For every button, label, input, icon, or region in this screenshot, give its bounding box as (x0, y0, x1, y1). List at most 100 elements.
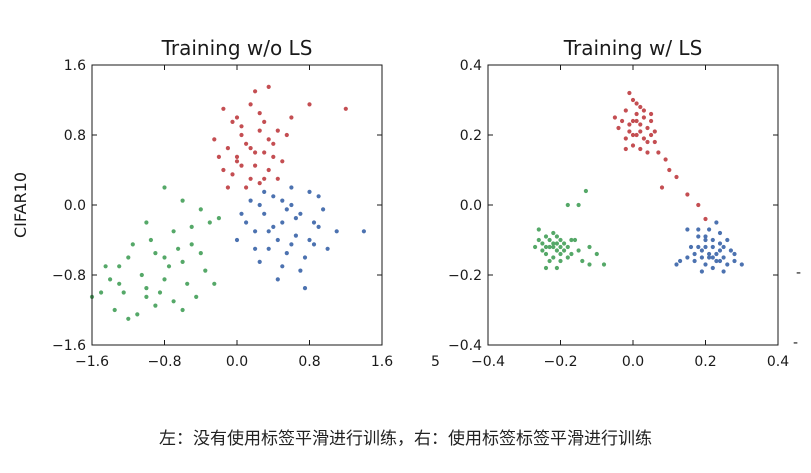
point-blue-23 (728, 248, 734, 253)
point-blue-16 (280, 264, 285, 269)
point-green-11 (162, 277, 167, 282)
point-blue-24 (307, 237, 312, 243)
point-blue-34 (721, 244, 726, 250)
point-green-17 (583, 188, 589, 194)
point-blue-20 (707, 227, 712, 232)
point-blue-2 (307, 189, 312, 194)
y-tick-label: 0.0 (64, 198, 86, 214)
point-blue-39 (732, 251, 737, 257)
point-red-21 (667, 167, 672, 173)
y-tick-label: −1.6 (52, 338, 86, 354)
point-green-0 (162, 185, 167, 190)
point-blue-25 (262, 189, 267, 194)
point-blue-0 (271, 194, 276, 199)
point-red-7 (630, 118, 636, 124)
point-blue-3 (710, 244, 715, 250)
point-red-10 (627, 129, 632, 134)
point-red-6 (620, 118, 625, 124)
point-red-4 (239, 124, 244, 129)
point-green-27 (216, 216, 221, 221)
point-red-36 (638, 129, 643, 134)
point-green-36 (212, 281, 217, 286)
point-green-3 (558, 237, 563, 243)
point-blue-4 (717, 241, 723, 246)
point-red-20 (663, 157, 668, 162)
point-green-3 (144, 220, 149, 225)
point-green-29 (540, 248, 545, 253)
point-green-30 (558, 244, 563, 250)
point-green-21 (543, 265, 549, 271)
point-green-22 (594, 251, 599, 257)
point-red-35 (230, 119, 235, 124)
point-blue-8 (721, 255, 726, 260)
point-blue-28 (280, 198, 285, 203)
point-blue-18 (234, 237, 240, 243)
point-red-39 (634, 118, 639, 124)
point-green-24 (148, 237, 153, 243)
point-blue-10 (703, 262, 708, 267)
chart-title: Training w/ LS (563, 36, 703, 60)
point-green-19 (565, 202, 570, 208)
point-blue-38 (692, 251, 697, 257)
point-blue-12 (266, 246, 271, 251)
point-red-25 (696, 202, 701, 208)
point-red-25 (289, 115, 294, 120)
point-red-31 (266, 137, 271, 142)
y-tick-label: 0.0 (460, 198, 482, 214)
point-blue-4 (280, 220, 285, 225)
point-red-16 (630, 143, 636, 148)
point-green-5 (189, 242, 194, 247)
edge-tick-fragment: - (796, 265, 801, 281)
point-green-29 (166, 264, 172, 269)
plot-frame (91, 64, 383, 346)
point-blue-22 (721, 269, 726, 274)
point-green-28 (130, 242, 135, 247)
point-blue-13 (284, 251, 289, 256)
x-tick-label: 0.4 (767, 354, 789, 370)
point-blue-9 (293, 233, 298, 238)
point-red-16 (230, 172, 235, 177)
point-green-8 (180, 259, 185, 264)
x-tick-label: −0.8 (148, 354, 182, 370)
point-red-36 (271, 154, 276, 159)
point-red-10 (262, 150, 267, 155)
point-blue-7 (253, 229, 258, 234)
point-red-13 (234, 159, 240, 164)
point-red-23 (248, 102, 253, 107)
point-green-31 (565, 255, 570, 260)
y-tick-label: 0.2 (460, 128, 482, 144)
x-tick-label: 0.2 (694, 354, 716, 370)
x-tick-label: 0.0 (226, 354, 248, 370)
point-red-13 (649, 132, 654, 138)
point-red-24 (685, 192, 690, 197)
point-blue-26 (248, 198, 253, 203)
point-red-32 (253, 150, 258, 155)
point-red-6 (275, 128, 280, 133)
point-red-17 (248, 176, 253, 181)
point-blue-35 (289, 242, 294, 247)
point-blue-3 (262, 211, 267, 216)
point-red-28 (612, 115, 618, 120)
point-blue-10 (311, 242, 317, 247)
point-blue-27 (293, 216, 298, 221)
point-red-22 (674, 174, 679, 180)
point-red-39 (262, 176, 267, 181)
point-red-9 (645, 125, 650, 131)
point-green-18 (576, 202, 581, 208)
point-blue-16 (685, 255, 690, 260)
point-red-2 (266, 84, 271, 89)
point-green-1 (543, 234, 549, 239)
point-red-11 (634, 132, 639, 138)
x-tick-label: 0.0 (622, 354, 644, 370)
point-red-32 (641, 108, 647, 113)
point-red-19 (221, 167, 226, 173)
point-green-21 (157, 290, 163, 295)
point-blue-0 (685, 227, 690, 232)
point-blue-7 (714, 251, 719, 257)
point-green-23 (601, 262, 607, 267)
panel-without-ls: −1.6 −0.8 0.0 0.8 1.6 1.6 0.8 0.0 −0.8 −1.6 Traini… (11, 36, 393, 370)
point-green-32 (153, 303, 158, 308)
point-green-0 (536, 227, 541, 232)
point-green-11 (558, 258, 563, 264)
point-red-33 (652, 129, 657, 134)
